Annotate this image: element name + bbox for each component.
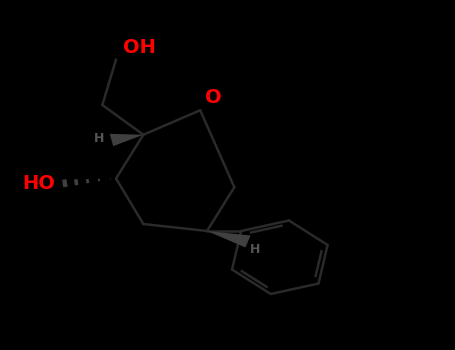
- Text: H: H: [250, 243, 261, 256]
- Text: O: O: [205, 88, 222, 107]
- Text: H: H: [94, 132, 105, 145]
- Polygon shape: [110, 134, 143, 146]
- Polygon shape: [207, 231, 251, 247]
- Text: HO: HO: [23, 174, 56, 193]
- Text: OH: OH: [123, 38, 156, 57]
